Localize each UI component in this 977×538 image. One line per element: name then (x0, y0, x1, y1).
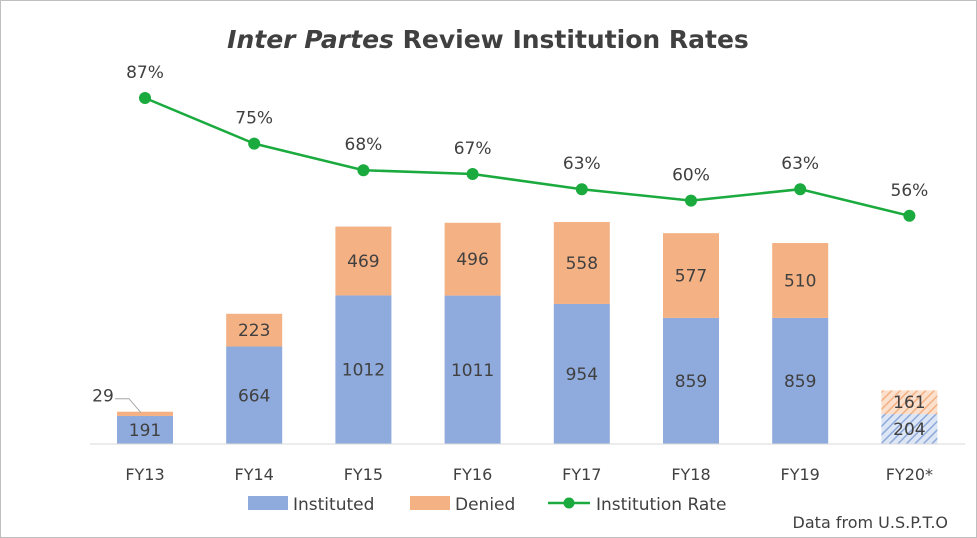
label-instituted: 204 (893, 420, 925, 440)
rate-point (139, 92, 151, 104)
rate-point (357, 164, 370, 177)
label-instituted: 1012 (342, 361, 385, 381)
bar-denied-fy17 (553, 222, 610, 304)
bar-instituted-fy20 (881, 414, 938, 444)
rate-point (903, 209, 916, 222)
rate-point (466, 168, 479, 180)
x-tick-layer: FY13 FY14 FY15 FY16 FY17 FY18 FY19 FY20* (125, 465, 933, 484)
rate-line-layer: 87% 75% 68% 67% 63% 60% 63% 56% (126, 63, 928, 222)
rate-point (794, 183, 807, 196)
x-tick-label: FY18 (671, 465, 710, 484)
label-denied: 469 (347, 252, 379, 272)
label-denied-leader (115, 398, 142, 414)
rate-label: 56% (891, 181, 929, 201)
bar-denied-fy14 (226, 313, 283, 347)
x-tick-label: FY20* (886, 465, 933, 484)
rate-point (248, 137, 261, 150)
legend-label-denied: Denied (455, 495, 515, 515)
rate-line (144, 96, 910, 218)
rate-point (575, 183, 588, 196)
bar-denied-fy15 (335, 226, 392, 296)
bar-denied-fy20 (881, 390, 938, 415)
bar-instituted-fy17 (553, 303, 610, 444)
label-instituted: 859 (784, 372, 816, 392)
bar-instituted-fy16 (444, 295, 501, 444)
chart-title: Inter Partes Review Institution Rates (227, 25, 749, 54)
chart-title-italic: Inter Partes (227, 25, 394, 54)
x-tick-label: FY17 (562, 465, 601, 484)
rate-label: 75% (235, 109, 273, 129)
label-instituted: 191 (129, 421, 161, 441)
x-tick-label: FY15 (344, 465, 383, 484)
label-denied: 558 (566, 254, 598, 274)
chart-title-rest: Review Institution Rates (394, 25, 749, 54)
source-note: Data from U.S.P.T.O (793, 513, 948, 532)
rate-label: 63% (563, 154, 601, 174)
label-denied: 161 (893, 393, 925, 413)
label-denied: 577 (675, 267, 707, 287)
label-denied: 510 (784, 271, 816, 291)
legend-marker-rate (563, 497, 575, 509)
bar-denied-fy13 (117, 411, 173, 416)
label-instituted: 954 (566, 365, 598, 385)
bar-instituted-fy13 (117, 415, 173, 444)
label-denied: 223 (238, 321, 270, 341)
bar-denied-fy16 (444, 222, 501, 296)
x-tick-label: FY19 (781, 465, 820, 484)
rate-label: 67% (454, 139, 492, 159)
bar-denied-fy19 (772, 243, 829, 318)
rate-label: 63% (781, 154, 819, 174)
bar-instituted-fy15 (335, 295, 392, 444)
rate-label: 60% (672, 166, 710, 186)
label-instituted: 859 (675, 372, 707, 392)
x-tick-label: FY16 (453, 465, 492, 484)
legend-label-instituted: Instituted (293, 495, 374, 515)
bar-denied-fy18 (663, 233, 719, 318)
legend: Instituted Denied Institution Rate (248, 495, 726, 515)
legend-swatch-instituted (248, 496, 288, 510)
rate-point (685, 194, 697, 207)
bar-instituted-fy18 (663, 317, 719, 444)
label-denied: 496 (456, 250, 488, 270)
bar-instituted-fy19 (772, 317, 829, 444)
label-instituted: 664 (238, 386, 270, 406)
label-denied: 29 (92, 387, 114, 407)
label-instituted: 1011 (451, 361, 494, 381)
legend-swatch-denied (410, 496, 450, 510)
bar-layer: 191 29 664 223 1012 469 1011 496 954 558 859 577 859… (92, 222, 938, 444)
rate-label: 87% (126, 63, 164, 83)
x-tick-label: FY14 (235, 465, 274, 484)
x-tick-label: FY13 (125, 465, 164, 484)
legend-label-rate: Institution Rate (596, 495, 726, 515)
bar-instituted-fy14 (226, 346, 283, 444)
rate-label: 68% (345, 135, 383, 155)
